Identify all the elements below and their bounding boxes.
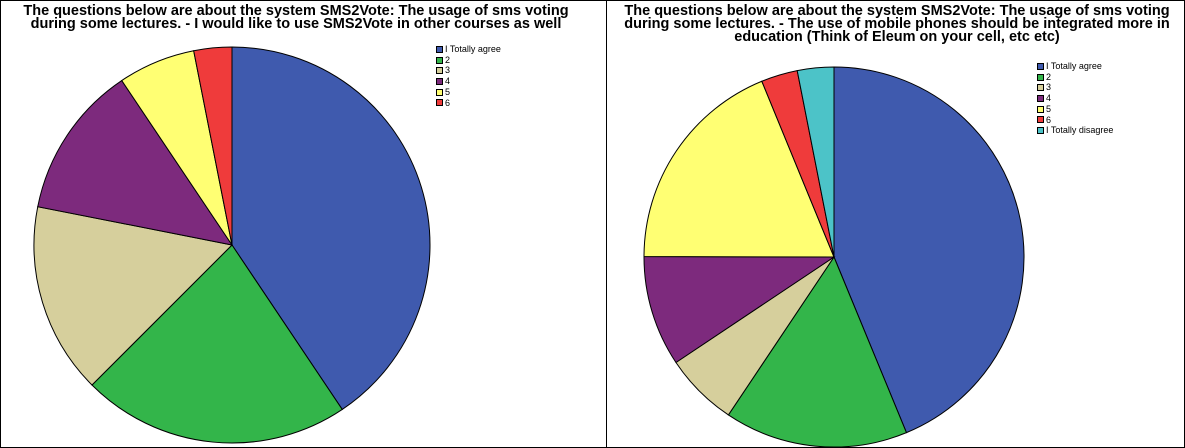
chart-panel-1: The questions below are about the system…: [1, 1, 607, 447]
legend-item: I Totally disagree: [1037, 125, 1113, 136]
legend-item: 2: [1037, 72, 1113, 83]
legend-swatch: [436, 99, 443, 107]
pie-slice-2-5: [643, 80, 835, 258]
legend-label: 6: [1046, 114, 1052, 125]
legend-item: 3: [1037, 82, 1113, 93]
legend-swatch: [1037, 105, 1044, 113]
legend-1: I Totally agree 2 3 4 5 6: [436, 44, 501, 108]
legend-label: 3: [445, 65, 451, 76]
legend-label: 3: [1046, 82, 1052, 93]
legend-label: 5: [445, 86, 451, 97]
legend-label: I Totally agree: [445, 44, 501, 54]
legend-item: 5: [1037, 104, 1113, 115]
legend-swatch: [1037, 116, 1044, 124]
legend-swatch: [1037, 84, 1044, 92]
legend-label: 2: [1046, 71, 1052, 82]
legend-swatch: [436, 88, 443, 96]
legend-swatch: [1037, 62, 1044, 70]
legend-swatch: [436, 56, 443, 64]
legend-swatch: [1037, 73, 1044, 81]
legend-item: 5: [436, 87, 501, 98]
legend-item: 4: [436, 76, 501, 87]
pie-slice-2-2: [727, 255, 908, 448]
legend-item: 2: [436, 55, 501, 66]
legend-swatch: [1037, 94, 1044, 102]
pie-chart-1: [33, 46, 431, 444]
legend-swatch: [436, 67, 443, 75]
legend-item: I Totally agree: [1037, 61, 1113, 72]
legend-label: I Totally agree: [1046, 61, 1102, 71]
legend-label: 4: [445, 76, 451, 87]
pie-slice-1-3: [33, 206, 234, 386]
pie-slice-1-6: [193, 46, 233, 246]
legend-item: I Totally agree: [436, 44, 501, 55]
pie-slice-2-1: [833, 66, 1025, 434]
legend-label: 6: [445, 97, 451, 108]
legend-swatch: [436, 45, 443, 53]
legend-item: 3: [436, 65, 501, 76]
pie-slice-1-1: [231, 46, 431, 411]
legend-label: 5: [1046, 103, 1052, 114]
legend-2: I Totally agree 2 3 4 5 6 I Totally disagree: [1037, 61, 1113, 136]
pie-slice-1-2: [91, 244, 343, 444]
legend-swatch: [436, 77, 443, 85]
pie-chart-2: [643, 66, 1025, 448]
pie-slice-1-4: [37, 79, 234, 246]
legend-swatch: [1037, 127, 1044, 135]
legend-item: 6: [1037, 115, 1113, 126]
chart-panel-2: The questions below are about the system…: [607, 1, 1184, 448]
legend-item: 6: [436, 98, 501, 109]
pie-slice-2-7: [796, 66, 835, 258]
pie-slice-2-4: [643, 256, 836, 364]
legend-label: I Totally disagree: [1046, 125, 1114, 136]
chart-title-2: The questions below are about the system…: [624, 3, 1170, 45]
legend-label: 4: [1046, 93, 1052, 104]
legend-item: 4: [1037, 93, 1113, 104]
chart-title-1: The questions below are about the system…: [23, 3, 569, 32]
legend-label: 2: [445, 54, 451, 65]
